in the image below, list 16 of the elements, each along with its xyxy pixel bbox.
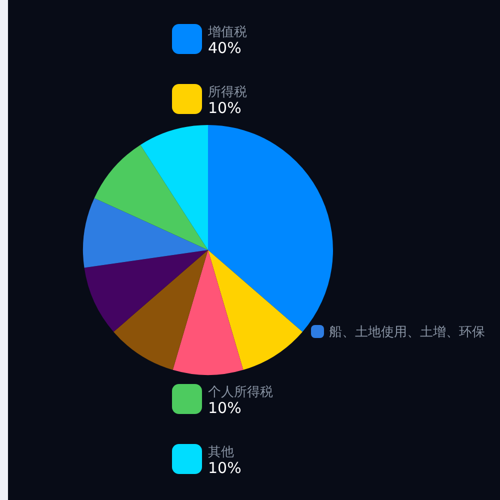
legend-label: 船、土地使用、土增、环保: [329, 325, 485, 340]
pie-slice: [114, 250, 208, 370]
pie-slice: [140, 125, 208, 250]
pie-slice: [172, 250, 244, 375]
data-label: 10%: [208, 459, 242, 477]
data-label: 10%: [208, 99, 242, 117]
pie-slice: [84, 250, 208, 332]
legend-label: 个人所得税: [208, 385, 273, 400]
data-label: 10%: [208, 399, 242, 417]
pie-slice: [83, 198, 208, 268]
data-label: 40%: [208, 39, 242, 57]
pie-slice: [94, 144, 208, 250]
pie-slice: [208, 250, 302, 370]
legend-label: 其他: [208, 445, 234, 460]
legend-label: 所得税: [208, 85, 247, 100]
legend-label: 增值税: [207, 25, 247, 40]
